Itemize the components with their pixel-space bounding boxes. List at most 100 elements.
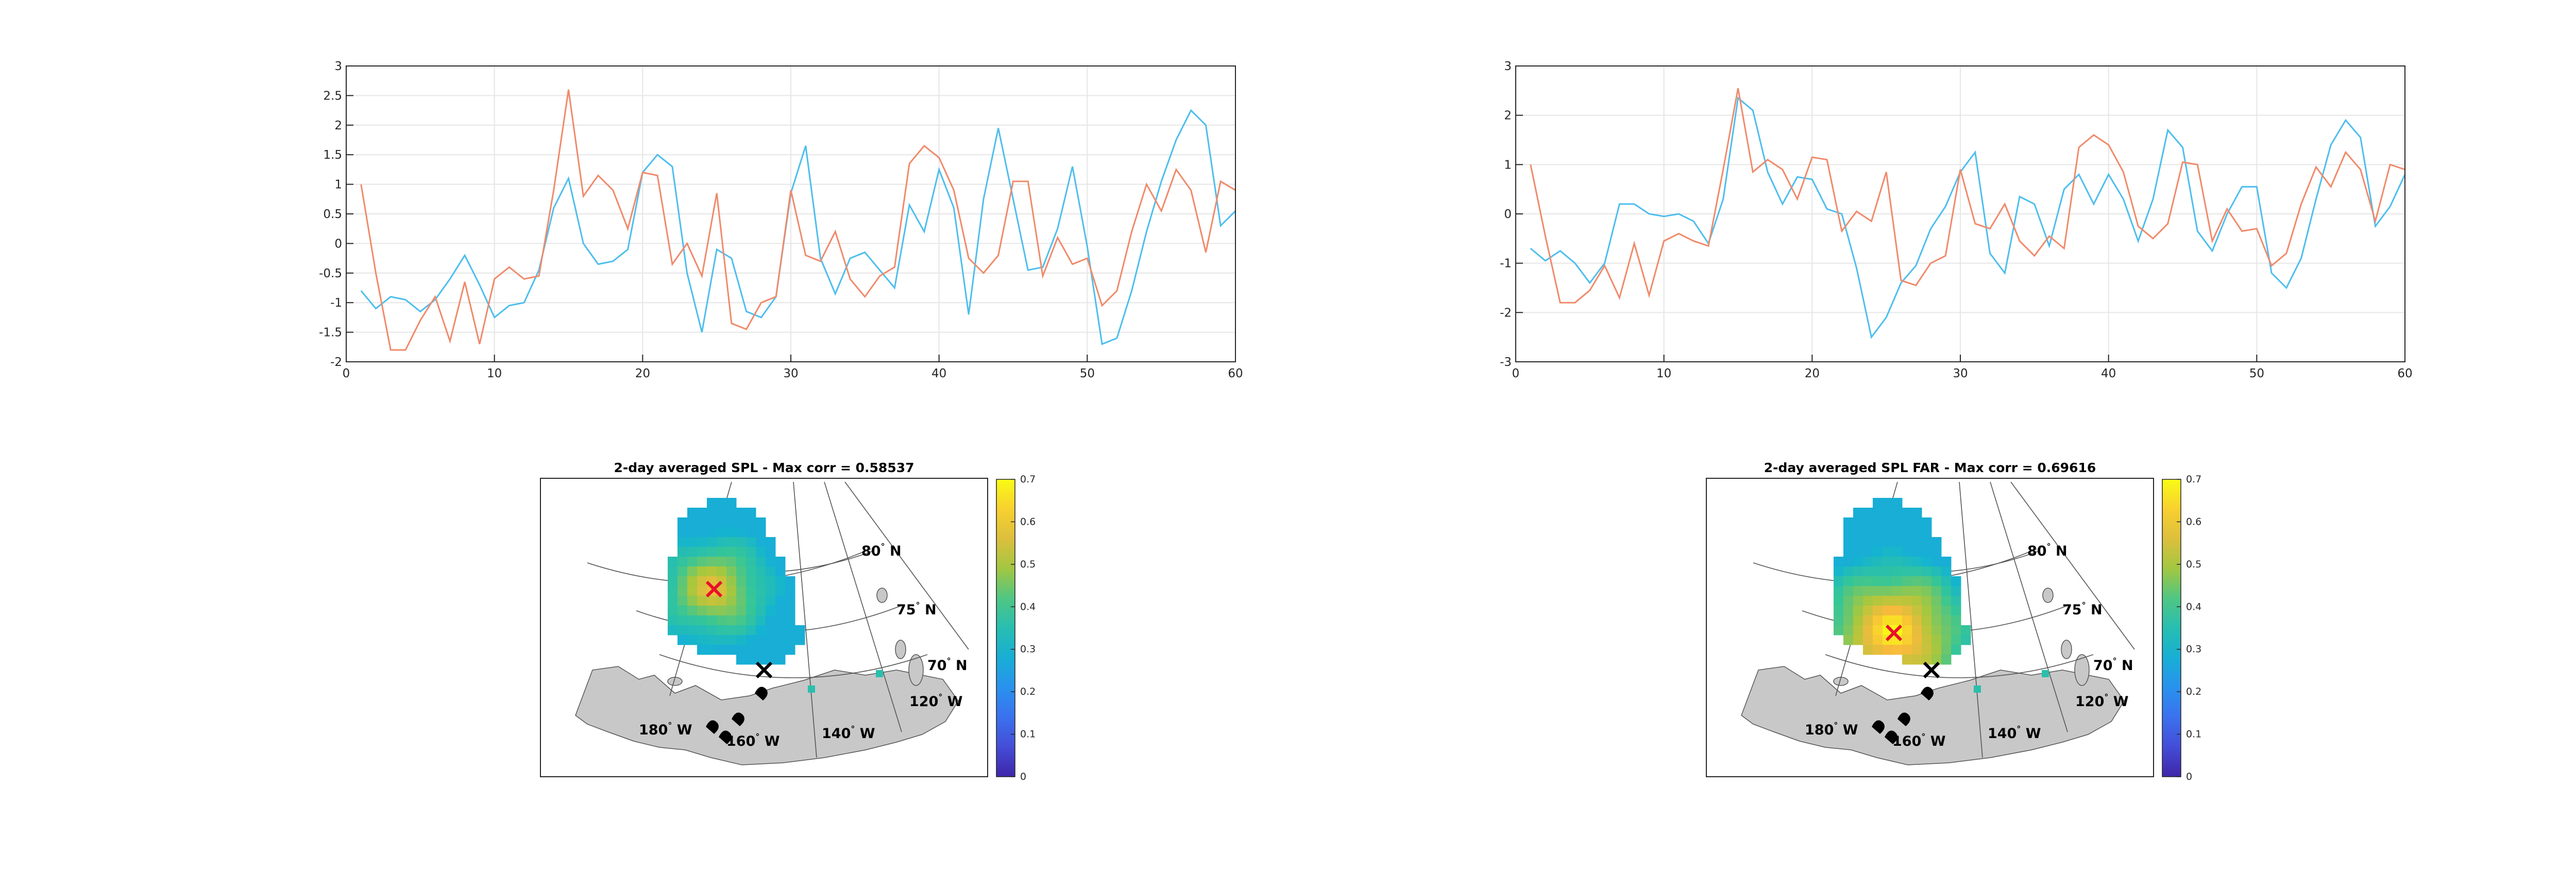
correlation-cell [707, 645, 717, 655]
correlation-cell [1843, 566, 1854, 577]
colorbar-tick-label: 0.1 [2186, 729, 2201, 740]
latitude-label: 80° N [2027, 542, 2067, 559]
correlation-cell [736, 625, 747, 635]
correlation-cell [726, 557, 737, 567]
map-content: 80° N 75° N 70° N 180° W 160° W 140° W 120° W [1741, 481, 2135, 765]
correlation-cell [1931, 625, 1942, 635]
correlation-cell [697, 586, 707, 596]
correlation-cell [677, 635, 688, 645]
correlation-cell [756, 547, 766, 557]
longitude-line [1959, 481, 1983, 758]
x-tick-label: 20 [1805, 367, 1820, 380]
series-line-blue [360, 109, 1236, 345]
correlation-cell [1912, 517, 1922, 528]
correlation-cell [1863, 557, 1873, 567]
island [2074, 654, 2090, 686]
x-tick-label: 0 [1512, 367, 1520, 380]
correlation-cell [746, 508, 756, 518]
coastline-detail [706, 720, 719, 734]
correlation-cell [1883, 517, 1893, 528]
correlation-cell [1941, 596, 1952, 606]
x-tick-label: 50 [2249, 367, 2264, 380]
correlation-cell [726, 547, 737, 557]
correlation-cell [736, 635, 747, 645]
y-tick-label: 3 [334, 60, 342, 73]
longitude-label: 180° W [639, 721, 692, 738]
correlation-cell [1873, 586, 1883, 596]
correlation-cell [736, 645, 747, 655]
correlation-cell [717, 517, 727, 528]
correlation-cell [1873, 517, 1883, 528]
correlation-cell [736, 606, 747, 616]
correlation-cell [766, 615, 776, 626]
island [876, 588, 888, 603]
correlation-cell [1843, 635, 1854, 645]
correlation-cell [1873, 527, 1883, 538]
correlation-cell [1922, 596, 1932, 606]
correlation-cell [726, 527, 737, 538]
correlation-cell [1892, 537, 1903, 547]
correlation-cell [736, 655, 747, 665]
correlation-cell [717, 537, 727, 547]
correlation-cell [1922, 645, 1932, 655]
correlation-cell [1941, 635, 1952, 645]
correlation-cell [1922, 517, 1932, 528]
y-tick-label: -1 [1500, 257, 1512, 271]
correlation-cell [1892, 527, 1903, 538]
correlation-cell [1902, 645, 1912, 655]
correlation-cell [756, 566, 766, 577]
correlation-cell [707, 635, 717, 645]
colorbar-tick-label: 0.4 [1020, 601, 1036, 612]
correlation-cell [726, 635, 737, 645]
longitude-line [2010, 481, 2135, 650]
correlation-cell [785, 645, 795, 655]
coastline-detail [755, 687, 768, 700]
correlation-cell [1883, 615, 1893, 626]
correlation-cell [707, 537, 717, 547]
correlation-cell [697, 576, 707, 587]
correlation-cell [1941, 655, 1952, 665]
correlation-cell [1843, 527, 1854, 538]
correlation-cell [687, 576, 698, 587]
line-chart-left: 0 10 20 30 40 50 60 -2 -1.5 -1 -0.5 0 0.5 1 1.5 2 2.5 3 [319, 60, 1243, 380]
correlation-cell [1902, 635, 1912, 645]
correlation-cell [756, 537, 766, 547]
correlation-cell [1912, 596, 1922, 606]
latitude-label: 75° N [2062, 600, 2103, 618]
correlation-cell [1834, 586, 1844, 596]
correlation-cell [1902, 508, 1912, 518]
correlation-cell [717, 547, 727, 557]
map-title: 2-day averaged SPL FAR - Max corr = 0.69… [1764, 460, 2096, 475]
correlation-cell [766, 557, 776, 567]
correlation-cell [1931, 586, 1942, 596]
y-tick-label: -2 [1500, 306, 1512, 320]
colorbar [996, 479, 1015, 777]
correlation-cell [1922, 606, 1932, 616]
colorbar-tick-label: 0.1 [1020, 729, 1036, 740]
correlation-cell [1912, 527, 1922, 538]
colorbar-tick-label: 0.4 [2186, 601, 2201, 612]
correlation-cell [1892, 508, 1903, 518]
colorbar-tick-label: 0.5 [1020, 559, 1036, 570]
latitude-label: 75° N [896, 600, 937, 618]
correlation-cell [687, 566, 698, 577]
correlation-cell [1902, 625, 1912, 635]
correlation-cell [775, 566, 786, 577]
correlation-cell [1941, 625, 1952, 635]
correlation-cell [1902, 576, 1912, 587]
correlation-cell [1922, 527, 1932, 538]
correlation-cell [756, 615, 766, 626]
correlation-cell [717, 557, 727, 567]
correlation-cell [736, 508, 747, 518]
correlation-cell [697, 508, 707, 518]
y-tick-label: -3 [1500, 356, 1512, 369]
correlation-cell [1873, 576, 1883, 587]
longitude-label: 180° W [1805, 721, 1858, 738]
colorbar-tick-label: 0.2 [2186, 686, 2201, 697]
correlation-cell [677, 606, 688, 616]
correlation-cell [1912, 508, 1922, 518]
correlation-cell [1892, 586, 1903, 596]
correlation-cell [1883, 508, 1893, 518]
correlation-cell [1892, 498, 1903, 508]
